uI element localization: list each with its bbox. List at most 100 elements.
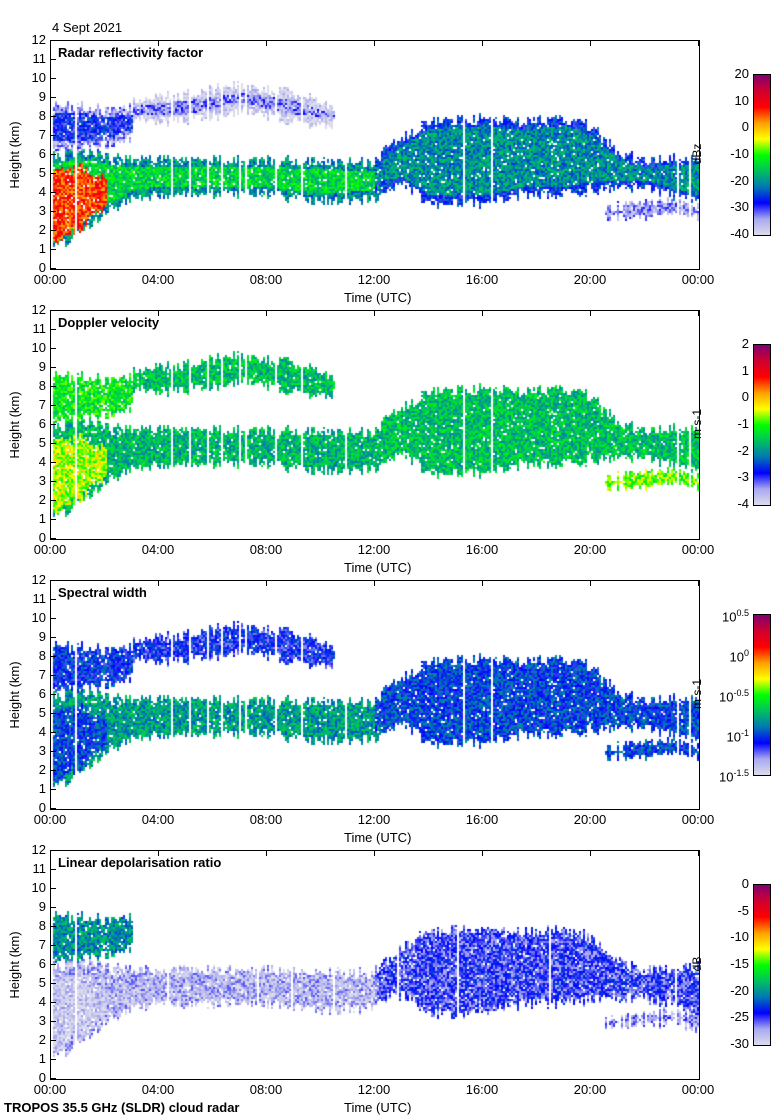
colorbar-tick-label: 10 (734, 92, 749, 108)
y-tick-label: 8 (38, 648, 46, 663)
x-axis-label: Time (UTC) (344, 830, 412, 845)
x-tick-label: 04:00 (141, 542, 175, 557)
panel-title: Linear depolarisation ratio (58, 855, 222, 870)
date-label: 4 Sept 2021 (52, 20, 123, 35)
x-tick-label: 00:00 (681, 272, 715, 287)
y-tick-label: 5 (38, 435, 46, 450)
heatmap-canvas (51, 311, 699, 539)
colorbar-tick-label: -20 (730, 982, 749, 998)
y-tick-label: 11 (32, 321, 47, 336)
y-tick (51, 888, 56, 889)
y-tick-label: 3 (38, 203, 46, 218)
y-tick-label: 4 (38, 184, 46, 199)
colorbar (753, 344, 771, 506)
y-tick-label: 0 (38, 530, 46, 545)
y-tick-label: 0 (38, 800, 46, 815)
x-axis-label: Time (UTC) (344, 1100, 412, 1115)
x-tick (158, 41, 159, 46)
panel-title: Doppler velocity (58, 315, 160, 330)
y-tick (51, 173, 56, 174)
colorbar (753, 614, 771, 776)
colorbar-tick-label: -40 (730, 226, 749, 241)
panel-title: Spectral width (58, 585, 147, 600)
y-tick-label: 9 (38, 359, 46, 374)
x-tick-label: 08:00 (249, 542, 283, 557)
colorbar-tick-label: 0 (741, 389, 749, 405)
x-tick (158, 311, 159, 316)
x-tick-label: 08:00 (249, 272, 283, 287)
y-tick-label: 2 (38, 492, 46, 507)
x-axis-label: Time (UTC) (344, 290, 412, 305)
x-tick-label: 00:00 (33, 812, 67, 827)
x-tick-label: 12:00 (357, 542, 391, 557)
x-tick (590, 581, 591, 586)
panel-0: Radar reflectivity factor 0 1 2 3 4 5 6 7 8 9 10 11 1… (0, 33, 780, 310)
y-tick-label: 6 (38, 956, 46, 971)
y-tick-label: 11 (32, 51, 47, 66)
x-tick-label: 00:00 (33, 542, 67, 557)
colorbar-tick-label: -25 (730, 1009, 749, 1025)
x-tick-label: 16:00 (465, 1082, 499, 1097)
colorbar-tick-label: 10-0.5 (719, 688, 749, 705)
y-tick (51, 637, 56, 638)
x-tick-label: 04:00 (141, 812, 175, 827)
plot-area: Doppler velocity (50, 310, 700, 540)
y-tick (51, 1002, 56, 1003)
y-tick (51, 907, 56, 908)
y-tick-label: 12 (31, 32, 46, 47)
x-tick (266, 311, 267, 316)
x-tick-label: 04:00 (141, 1082, 175, 1097)
y-tick-label: 9 (38, 899, 46, 914)
y-tick (51, 192, 56, 193)
x-tick (50, 311, 51, 316)
plot-area: Radar reflectivity factor (50, 40, 700, 270)
y-tick-label: 1 (38, 1051, 46, 1066)
y-tick (51, 770, 56, 771)
y-tick (51, 405, 56, 406)
heatmap-canvas (51, 581, 699, 809)
x-tick (482, 851, 483, 856)
x-tick (50, 41, 51, 46)
panel-3: Linear depolarisation ratio 0 1 2 3 4 5 6 7 8 9 10 1… (0, 843, 780, 1120)
colorbar-tick-label: -30 (730, 199, 749, 215)
x-tick (590, 851, 591, 856)
y-tick-label: 2 (38, 222, 46, 237)
y-tick-label: 10 (31, 610, 46, 625)
x-tick-label: 00:00 (33, 1082, 67, 1097)
y-tick (51, 367, 56, 368)
y-tick-label: 4 (38, 724, 46, 739)
y-tick-label: 6 (38, 686, 46, 701)
colorbar-tick-label: -10 (730, 146, 749, 161)
x-tick (698, 41, 699, 46)
x-tick-label: 00:00 (681, 1082, 715, 1097)
y-tick (51, 348, 56, 349)
y-tick-label: 4 (38, 994, 46, 1009)
y-tick (51, 97, 56, 98)
x-tick-label: 20:00 (573, 272, 607, 287)
plot-area: Linear depolarisation ratio (50, 850, 700, 1080)
y-tick-label: 8 (38, 918, 46, 933)
y-tick-label: 3 (38, 1013, 46, 1028)
y-tick-label: 9 (38, 629, 46, 644)
y-tick (51, 945, 56, 946)
y-tick-label: 8 (38, 378, 46, 393)
x-tick (698, 311, 699, 316)
y-tick-label: 5 (38, 705, 46, 720)
y-tick (51, 135, 56, 136)
y-tick (51, 230, 56, 231)
y-tick-label: 1 (38, 241, 46, 256)
y-tick-label: 1 (38, 781, 46, 796)
y-axis-label: Height (km) (7, 931, 22, 999)
colorbar-tick-label: -2 (737, 442, 749, 458)
y-tick-label: 3 (38, 473, 46, 488)
colorbar-tick-label: -3 (737, 469, 749, 485)
y-tick (51, 500, 56, 501)
y-tick (51, 599, 56, 600)
y-tick (51, 751, 56, 752)
y-tick (51, 386, 56, 387)
y-tick-label: 6 (38, 146, 46, 161)
y-tick (51, 329, 56, 330)
x-tick (266, 581, 267, 586)
x-tick (482, 581, 483, 586)
colorbar-tick-label: 20 (734, 66, 749, 81)
